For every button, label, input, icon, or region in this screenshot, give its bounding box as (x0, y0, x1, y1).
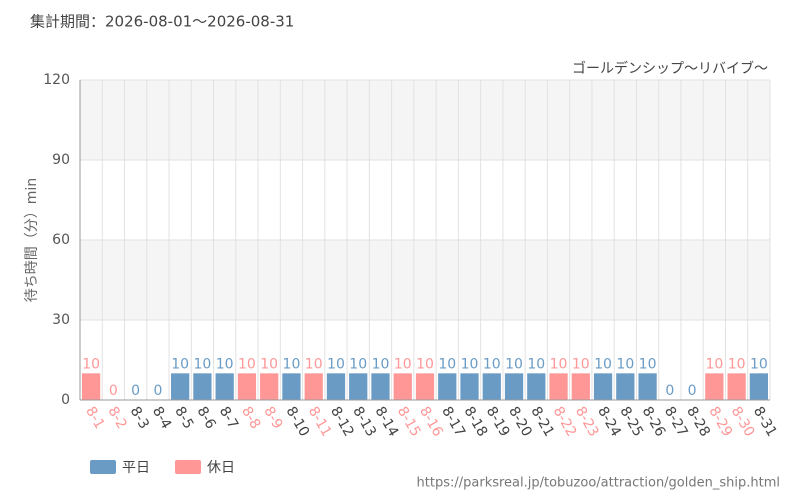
data-label: 10 (750, 356, 768, 372)
x-tick-label: 8-6 (193, 404, 218, 432)
data-label: 10 (394, 356, 412, 372)
data-label: 10 (171, 356, 189, 372)
data-label: 10 (260, 356, 278, 372)
bar (549, 373, 568, 400)
bar (727, 373, 746, 400)
data-label: 10 (505, 356, 523, 372)
x-tick-label: 8-9 (260, 404, 285, 432)
data-label: 10 (705, 356, 723, 372)
bar (482, 373, 501, 400)
x-tick-label: 8-1 (82, 404, 107, 432)
legend-swatch (175, 460, 201, 474)
data-label: 0 (153, 383, 162, 399)
data-label: 10 (527, 356, 545, 372)
bar (82, 373, 101, 400)
bar (705, 373, 724, 400)
data-label: 10 (438, 356, 456, 372)
grid-band (80, 80, 770, 160)
source-url: https://parksreal.jp/tobuzoo/attraction/… (417, 476, 780, 491)
bar (349, 373, 368, 400)
data-label: 10 (82, 356, 100, 372)
y-tick-label: 0 (61, 392, 70, 408)
bar (260, 373, 279, 400)
data-label: 10 (461, 356, 479, 372)
x-tick-label: 8-7 (216, 404, 241, 432)
data-label: 0 (665, 383, 674, 399)
bar (371, 373, 390, 400)
y-tick-label: 60 (52, 232, 70, 248)
x-tick-label: 8-4 (149, 404, 174, 432)
bar (282, 373, 301, 400)
data-label: 10 (238, 356, 256, 372)
bar (438, 373, 457, 400)
bar (638, 373, 657, 400)
bar (237, 373, 257, 400)
bar (215, 373, 234, 400)
bar (304, 373, 323, 400)
data-label: 10 (616, 356, 634, 372)
x-tick-label: 8-3 (127, 404, 152, 432)
bar (504, 373, 524, 400)
data-label: 0 (109, 383, 118, 399)
bar (460, 373, 479, 400)
data-label: 10 (194, 356, 212, 372)
data-label: 10 (594, 356, 612, 372)
data-label: 0 (131, 383, 140, 399)
y-tick-label: 30 (52, 312, 70, 328)
grid-band (80, 240, 770, 320)
data-label: 10 (728, 356, 746, 372)
data-label: 10 (283, 356, 301, 372)
legend-label: 平日 (122, 460, 150, 476)
x-tick-label: 8-2 (104, 404, 129, 432)
data-label: 10 (572, 356, 590, 372)
y-axis-label: 待ち時間（分）min (24, 178, 40, 302)
bar (593, 373, 613, 400)
bar (527, 373, 546, 400)
data-label: 10 (305, 356, 323, 372)
data-label: 10 (216, 356, 234, 372)
data-label: 10 (639, 356, 657, 372)
bar (393, 373, 412, 400)
x-tick-label: 8-5 (171, 404, 196, 432)
legend-swatch (90, 460, 116, 474)
data-label: 10 (349, 356, 367, 372)
y-tick-label: 120 (43, 72, 70, 88)
bar (616, 373, 635, 400)
bar (571, 373, 590, 400)
y-tick-label: 90 (52, 152, 70, 168)
x-tick-label: 8-8 (238, 404, 263, 432)
data-label: 10 (327, 356, 345, 372)
data-label: 10 (483, 356, 501, 372)
bar (193, 373, 212, 400)
data-label: 10 (416, 356, 434, 372)
chart-title: 集計期間：2026-08-01～2026-08-31 (30, 13, 294, 31)
bar (749, 373, 768, 400)
bar (326, 373, 346, 400)
chart-subtitle: ゴールデンシップ～リバイブ～ (572, 60, 768, 77)
legend-label: 休日 (207, 460, 235, 476)
data-label: 10 (550, 356, 568, 372)
bar (171, 373, 190, 400)
data-label: 10 (372, 356, 390, 372)
bar (415, 373, 435, 400)
x-tick-label: 8-31 (750, 404, 780, 440)
data-label: 0 (688, 383, 697, 399)
